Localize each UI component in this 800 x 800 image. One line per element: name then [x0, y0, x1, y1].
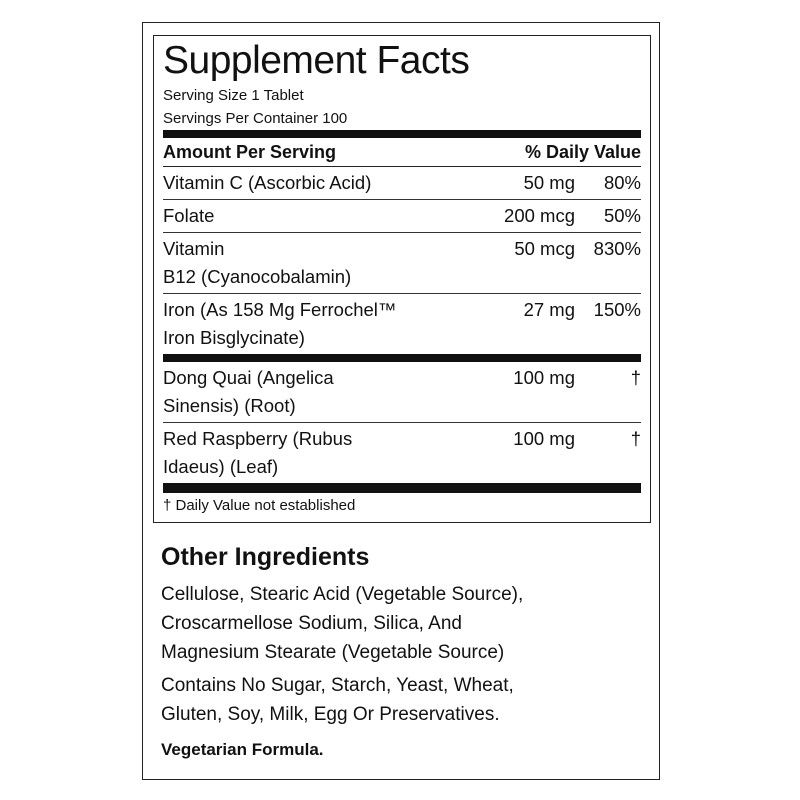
text-line: Gluten, Soy, Milk, Egg Or Preservatives. [161, 704, 500, 725]
table-header: Amount Per Serving % Daily Value [163, 138, 641, 167]
vegetarian-note: Vegetarian Formula. [161, 740, 324, 759]
name-line: Red Raspberry (Rubus [163, 428, 353, 449]
name-line: Idaeus) (Leaf) [163, 456, 279, 477]
nutrient-name: Iron (As 158 Mg Ferrochel™ Iron Bisglycin… [163, 296, 455, 352]
nutrient-row: Vitamin C (Ascorbic Acid) 50 mg 80% [163, 167, 641, 200]
amount: 100 mg [513, 367, 575, 388]
other-rows: Dong Quai (Angelica Sinensis) (Root) 100 m… [163, 362, 641, 483]
amount: 50 mg [523, 172, 575, 193]
text-line: Magnesium Stearate (Vegetable Source) [161, 642, 505, 663]
amount: 50 mcg [514, 238, 575, 259]
footnote: † Daily Value not established [163, 497, 356, 514]
nutrient-row: Vitamin B12 (Cyanocobalamin) 50 mcg 830% [163, 233, 641, 294]
nutrient-name: Vitamin C (Ascorbic Acid) [163, 169, 455, 197]
name-line: Vitamin [163, 238, 225, 259]
text-line: Contains No Sugar, Starch, Yeast, Wheat, [161, 675, 514, 696]
text-line: Croscarmellose Sodium, Silica, And [161, 613, 462, 634]
nutrient-name: Dong Quai (Angelica Sinensis) (Root) [163, 364, 455, 420]
other-title: Other Ingredients [161, 543, 370, 571]
nutrient-row: Iron (As 158 Mg Ferrochel™ Iron Bisglycin… [163, 294, 641, 354]
daily-value: † [630, 428, 641, 449]
name-line: Iron Bisglycinate) [163, 327, 305, 348]
daily-value: 830% [593, 238, 641, 259]
name-line: Sinensis) (Root) [163, 395, 296, 416]
servings-per-container: Servings Per Container 100 [163, 110, 348, 127]
amount: 200 mcg [504, 205, 575, 226]
serving-size: Serving Size 1 Tablet [163, 87, 304, 104]
nutrient-name: Vitamin B12 (Cyanocobalamin) [163, 235, 455, 291]
header-amount: Amount Per Serving [163, 142, 337, 162]
header-daily-value: % Daily Value [524, 142, 641, 162]
nutrient-row: Red Raspberry (Rubus Idaeus) (Leaf) 100 mg… [163, 423, 641, 483]
text-line: Cellulose, Stearic Acid (Vegetable Sourc… [161, 584, 524, 605]
name-line: Dong Quai (Angelica [163, 367, 334, 388]
label-frame: Supplement Facts Serving Size 1 Tablet S… [142, 22, 660, 780]
facts-title: Supplement Facts [163, 39, 470, 82]
name-line: Vitamin C (Ascorbic Acid) [163, 172, 372, 193]
name-line: Iron (As 158 Mg Ferrochel™ [163, 299, 397, 320]
daily-value: 150% [593, 299, 641, 320]
daily-value: 50% [603, 205, 641, 226]
name-line: Folate [163, 205, 215, 226]
divider-bar [163, 354, 641, 362]
amount: 27 mg [523, 299, 575, 320]
facts-panel: Supplement Facts Serving Size 1 Tablet S… [153, 35, 651, 523]
amount: 100 mg [513, 428, 575, 449]
nutrient-rows: Vitamin C (Ascorbic Acid) 50 mg 80% Folate 2… [163, 167, 641, 354]
daily-value: † [630, 367, 641, 388]
divider-bar [163, 130, 641, 138]
other-ingredients: Other Ingredients Cellulose, Stearic Aci… [161, 538, 641, 765]
daily-value: 80% [603, 172, 641, 193]
nutrient-row: Dong Quai (Angelica Sinensis) (Root) 100 m… [163, 362, 641, 423]
name-line: B12 (Cyanocobalamin) [163, 266, 352, 287]
nutrient-row: Folate 200 mcg 50% [163, 200, 641, 233]
nutrient-name: Folate [163, 202, 455, 230]
nutrient-name: Red Raspberry (Rubus Idaeus) (Leaf) [163, 425, 455, 481]
divider-bar [163, 483, 641, 493]
ingredients: Cellulose, Stearic Acid (Vegetable Sourc… [161, 580, 641, 667]
allergens: Contains No Sugar, Starch, Yeast, Wheat,… [161, 671, 641, 729]
